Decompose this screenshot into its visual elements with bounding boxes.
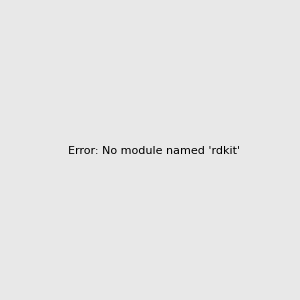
Text: Error: No module named 'rdkit': Error: No module named 'rdkit' bbox=[68, 146, 240, 157]
